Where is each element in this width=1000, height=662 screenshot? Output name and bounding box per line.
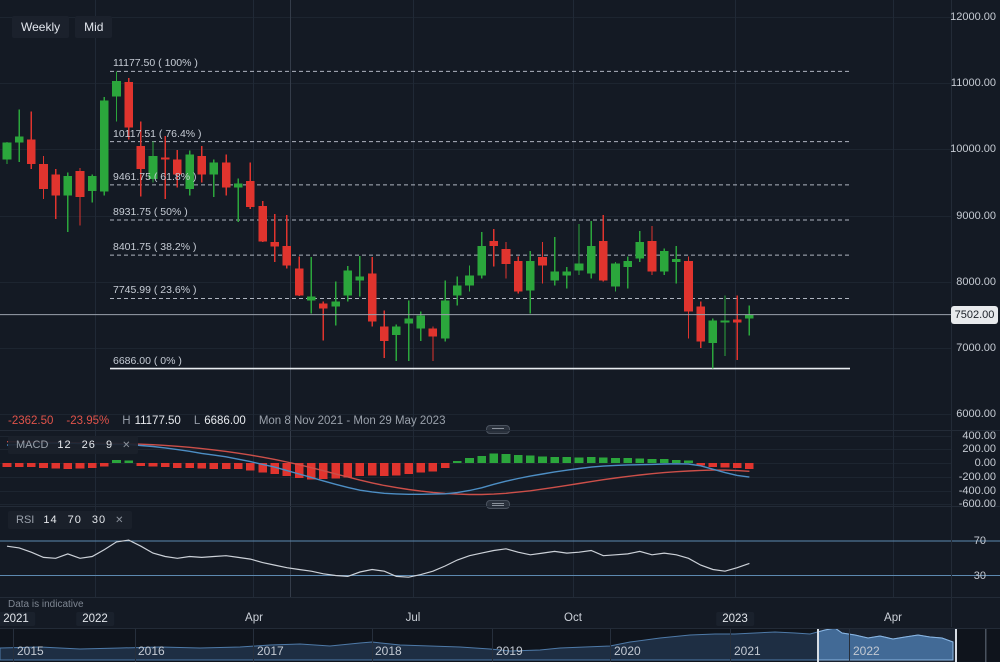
axis-divider [0,597,1000,598]
chart-toolbar: Weekly Mid [12,16,113,38]
navigator-year-separator [372,629,373,662]
time-axis-month-label: Oct [564,612,582,624]
time-gridline [95,0,96,597]
navigator-area-selected [818,629,954,661]
price-gridline [0,17,951,18]
high-value: 11177.50 [134,415,181,427]
time-axis-month-label: Jul [405,612,421,624]
price-gridline [0,215,951,217]
price-axis-label: 12000.00 [950,11,996,23]
fib-level-label: 10117.51 ( 76.4% ) [113,127,202,140]
price-gridline [0,414,951,415]
low-readout: L 6686.00 [194,415,246,427]
time-gridline [893,0,894,597]
navigator-year-label: 2019 [496,644,523,658]
price-axis-label: 10000.00 [950,143,996,156]
navigator-end-line [985,629,987,662]
time-axis-month-label: Apr [884,612,902,624]
navigator-year-label: 2018 [375,644,402,658]
fib-level-label: 8931.75 ( 50% ) [113,206,188,219]
macd-axis-label: 0.00 [974,457,996,469]
data-indicative-note: Data is indicative [8,599,84,610]
rsi-panel-resize-handle[interactable] [486,500,510,509]
navigator-year-label: 2016 [138,644,165,658]
navigator-chart[interactable] [0,629,1000,662]
macd-axis-label: -200.00 [958,470,996,483]
macd-gridline [0,504,951,506]
rsi-label: RSI [16,514,35,526]
price-axis-label: 7000.00 [956,341,996,354]
time-axis-year-label: 2022 [76,612,114,626]
rsi-axis-label: 70 [973,535,986,547]
high-label: H [122,415,131,427]
status-bar: -2362.50 -23.95% H 11177.50 L 6686.00 Mo… [8,415,445,427]
navigator-year-label: 2022 [853,644,880,658]
macd-axis-label: -400.00 [958,484,996,497]
navigator-selection-right-handle[interactable] [955,629,957,662]
price-axis-label: 11000.00 [950,77,996,90]
rsi-indicator-pill[interactable]: RSI 14 70 30 ✕ [8,511,132,529]
price-axis-label: 8000.00 [956,275,996,288]
macd-axis-label: -600.00 [958,498,996,511]
macd-panel-divider [0,430,1000,431]
navigator-year-label: 2015 [17,644,44,658]
date-range: Mon 8 Nov 2021 - Mon 29 May 2023 [258,415,446,427]
price-type-button[interactable]: Mid [75,16,113,38]
navigator-year-separator [610,629,611,662]
macd-params: 12 26 9 [57,439,114,451]
navigator-year-separator [13,629,14,662]
navigator-year-separator [492,629,493,662]
price-axis-label: 9000.00 [956,209,996,222]
macd-axis-label: 200.00 [962,443,996,456]
price-axis-label: 6000.00 [956,408,996,420]
macd-axis-label: 400.00 [962,429,996,442]
price-gridline [0,83,951,85]
fib-level-label: 11177.50 ( 100% ) [113,57,198,70]
navigator-year-separator [849,629,850,662]
fib-level-label: 6686.00 ( 0% ) [113,354,182,367]
current-price-badge: 7502.00 [951,305,998,324]
macd-close-icon[interactable]: ✕ [122,439,131,451]
navigator[interactable]: 2015 2016 2017 2018 2019 2020 2021 2022 [0,628,1000,662]
navigator-year-separator [253,629,254,662]
timeframe-button[interactable]: Weekly [12,16,70,38]
price-gridline [0,281,951,283]
rsi-close-icon[interactable]: ✕ [115,514,124,526]
rsi-params: 14 70 30 [43,514,107,526]
navigator-year-label: 2021 [734,644,761,658]
high-readout: H 11177.50 [122,415,181,427]
navigator-year-separator [135,629,136,662]
fib-level-label: 7745.99 ( 23.6% ) [113,284,197,297]
fib-level-label: 9461.75 ( 61.8% ) [113,170,197,183]
low-value: 6686.00 [204,415,246,427]
fib-level-label: 8401.75 ( 38.2% ) [113,241,197,254]
change-value: -2362.50 [8,415,54,427]
rsi-panel-divider [0,506,1000,507]
macd-gridline [0,435,951,437]
price-gridline [0,149,951,151]
navigator-year-label: 2020 [614,644,641,658]
time-axis-year-label: 2021 [0,612,35,626]
change-percent: -23.95% [66,415,110,427]
rsi-axis-label: 30 [973,569,986,582]
low-label: L [193,415,201,427]
navigator-year-separator [730,629,731,662]
macd-indicator-pill[interactable]: MACD 12 26 9 ✕ [8,436,139,454]
navigator-selection-left-handle[interactable] [817,629,819,662]
price-gridline [0,347,951,349]
macd-label: MACD [16,439,49,451]
navigator-year-label: 2017 [257,644,284,658]
time-axis-month-label: Apr [245,612,263,624]
time-axis-year-label: 2023 [716,612,754,626]
